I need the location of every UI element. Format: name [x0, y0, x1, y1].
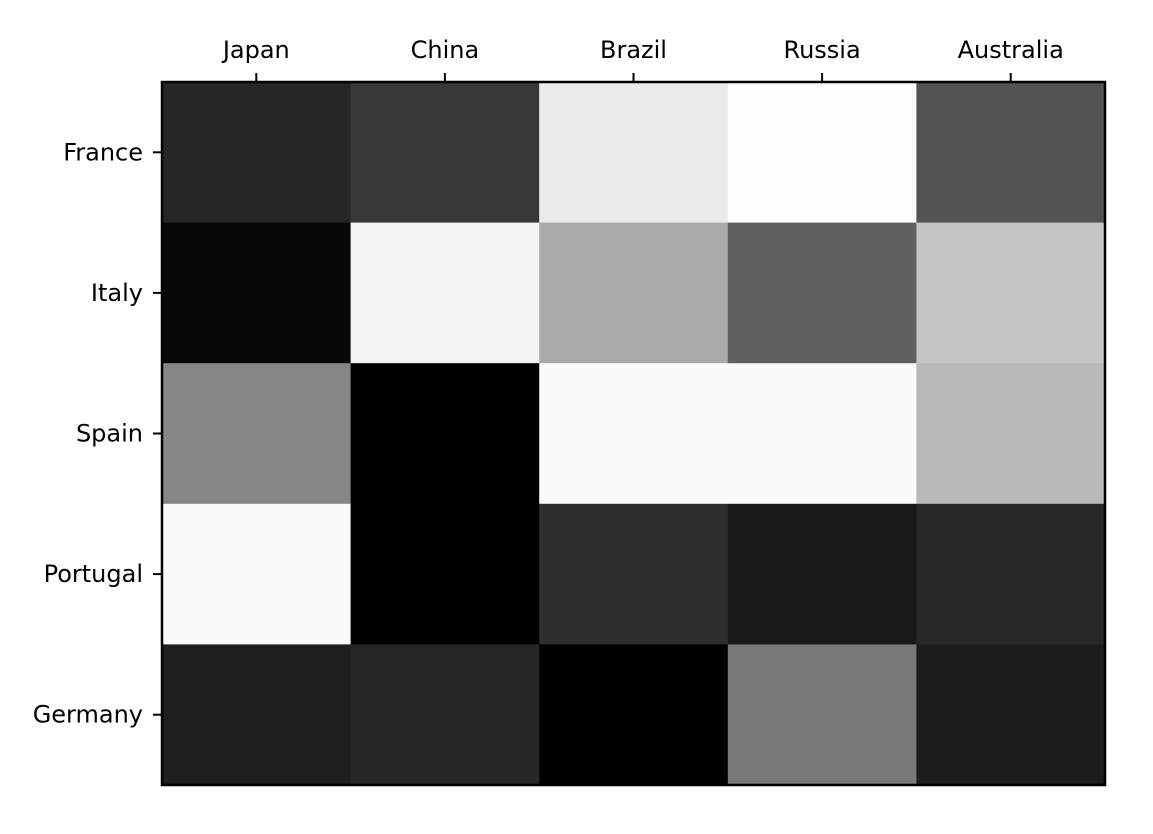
heatmap-cell-germany-russia: [727, 644, 917, 786]
heatmap-cell-spain-australia: [916, 363, 1106, 505]
x-tick-label-australia: Australia: [958, 36, 1064, 64]
y-tick-label-germany: Germany: [33, 701, 143, 729]
heatmap-cell-germany-brazil: [539, 644, 729, 786]
heatmap-cell-spain-japan: [162, 363, 352, 505]
heatmap-cell-portugal-brazil: [539, 503, 729, 645]
y-tick-label-portugal: Portugal: [44, 560, 143, 588]
y-tick-label-spain: Spain: [76, 420, 143, 448]
x-tick-label-japan: Japan: [221, 36, 290, 64]
heatmap-cell-germany-australia: [916, 644, 1106, 786]
y-tick-label-italy: Italy: [91, 279, 143, 307]
heatmap-cell-germany-china: [350, 644, 540, 786]
y-tick-label-france: France: [63, 138, 143, 166]
x-axis: Japan China Brazil Russia Australia: [221, 36, 1064, 82]
heatmap-cell-france-australia: [916, 82, 1106, 224]
heatmap-cell-spain-china: [350, 363, 540, 505]
heatmap-cell-italy-australia: [916, 222, 1106, 364]
heatmap-cell-spain-brazil: [539, 363, 729, 505]
x-tick-label-china: China: [411, 36, 480, 64]
y-axis: France Italy Spain Portugal Germany: [33, 138, 162, 729]
heatmap-cell-france-brazil: [539, 82, 729, 224]
heatmap-cell-italy-japan: [162, 222, 352, 364]
heatmap-cell-italy-brazil: [539, 222, 729, 364]
heatmap-cell-italy-china: [350, 222, 540, 364]
heatmap-cell-portugal-china: [350, 503, 540, 645]
heatmap-cell-portugal-japan: [162, 503, 352, 645]
heatmap-cell-portugal-russia: [727, 503, 917, 645]
heatmap-cell-france-russia: [727, 82, 917, 224]
heatmap-cell-france-china: [350, 82, 540, 224]
heatmap-cell-italy-russia: [727, 222, 917, 364]
x-tick-label-brazil: Brazil: [600, 36, 667, 64]
heatmap-cell-france-japan: [162, 82, 352, 224]
heatmap-cell-spain-russia: [727, 363, 917, 505]
heatmap-cell-portugal-australia: [916, 503, 1106, 645]
heatmap-cell-germany-japan: [162, 644, 352, 786]
x-tick-label-russia: Russia: [783, 36, 860, 64]
heatmap-cells: [162, 82, 1106, 786]
